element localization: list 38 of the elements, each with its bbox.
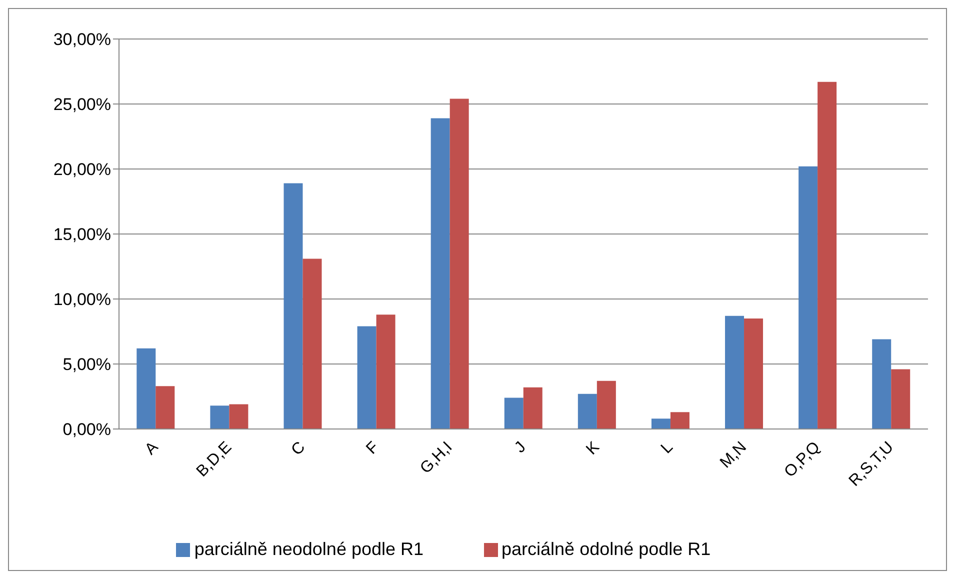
x-tick-label: C [288,438,309,459]
bar [430,118,450,429]
bar [229,404,248,429]
y-tick-label: 0,00% [62,420,111,440]
bar [578,394,597,429]
bar [872,339,892,429]
bar [523,387,542,429]
x-tick-label: L [658,438,676,458]
bar [450,98,469,429]
legend-label: parciálně odolné podle R1 [502,539,711,559]
bar [376,314,396,429]
bar [670,412,690,429]
bar [651,418,670,429]
x-tick-label: F [363,438,382,458]
y-tick-label: 20,00% [53,160,111,180]
bar [136,348,156,429]
x-tick-label: M,N [717,438,750,472]
bar [284,183,303,429]
bar [891,369,910,429]
y-tick-label: 25,00% [53,95,111,114]
bar [156,386,175,429]
bar [302,258,322,429]
y-tick-label: 10,00% [53,290,111,310]
y-tick-label: 15,00% [53,225,111,244]
x-tick-label: J [512,438,530,456]
bar [725,316,744,429]
bar [210,406,230,429]
bar [596,380,616,429]
bar [798,166,818,429]
bar [818,82,837,429]
y-tick-label: 5,00% [62,355,111,374]
x-tick-label: K [583,438,604,458]
legend-label: parciálně neodolné podle R1 [194,539,424,559]
bar [744,318,764,429]
x-tick-label: A [142,438,162,458]
y-tick-label: 30,00% [53,30,111,50]
bar [357,326,376,429]
bar [504,398,524,429]
